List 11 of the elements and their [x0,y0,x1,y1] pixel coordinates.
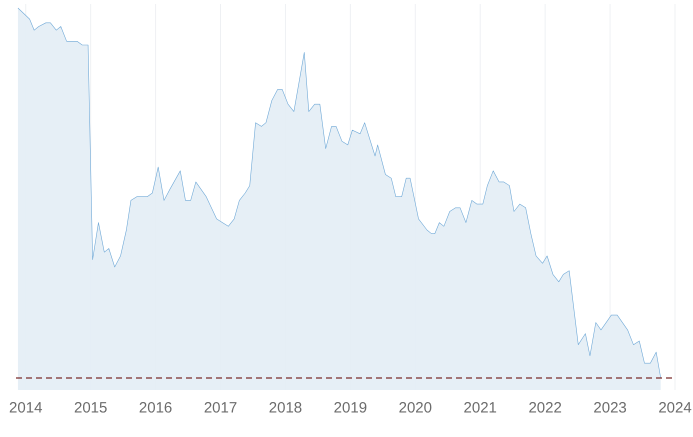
x-tick-label: 2017 [204,400,238,417]
x-tick-label: 2024 [658,400,692,417]
x-tick-label: 2020 [398,400,432,417]
x-tick-label: 2023 [593,400,627,417]
x-tick-label: 2019 [334,400,368,417]
x-tick-label: 2015 [74,400,108,417]
x-tick-label: 2014 [9,400,42,417]
x-tick-label: 2022 [528,400,562,417]
x-tick-label: 2018 [268,400,302,417]
x-tick-label: 2016 [138,400,172,417]
x-tick-label: 2021 [464,400,497,417]
